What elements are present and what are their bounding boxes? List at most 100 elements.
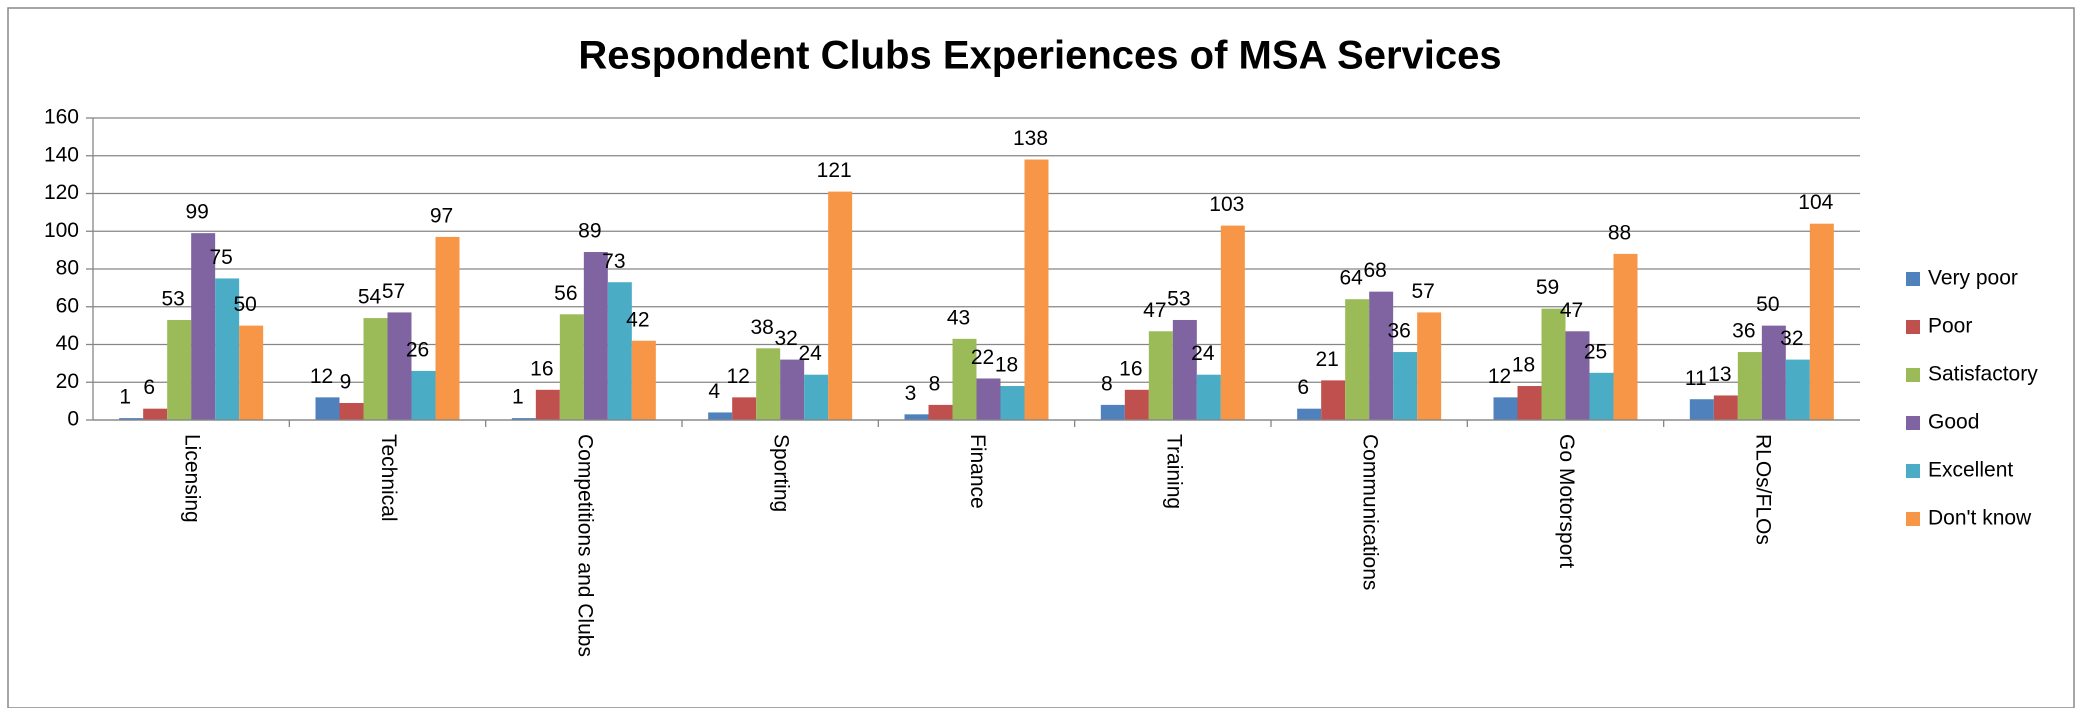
bar (1785, 359, 1810, 420)
data-label: 12 (1488, 365, 1511, 388)
bar (1809, 223, 1834, 420)
chart-title: Respondent Clubs Experiences of MSA Serv… (578, 34, 1501, 78)
data-label: 56 (554, 282, 577, 305)
bar (928, 404, 953, 420)
bar (780, 359, 805, 420)
bar (1024, 159, 1049, 420)
x-tick-label: Sporting (770, 434, 793, 512)
data-label: 138 (1013, 127, 1048, 150)
bar (1713, 395, 1738, 420)
bar (559, 314, 584, 420)
bar (167, 319, 192, 420)
data-label: 53 (1167, 288, 1190, 311)
data-label: 50 (1756, 293, 1779, 316)
bar (1613, 253, 1638, 420)
bar (756, 348, 781, 420)
data-label: 13 (1708, 363, 1731, 386)
data-label: 1 (512, 386, 524, 409)
y-tick-label: 40 (56, 332, 79, 355)
bar (119, 418, 144, 420)
bar (1417, 312, 1442, 420)
bar (1196, 374, 1221, 420)
x-tick-label: Competitions and Clubs (573, 434, 596, 657)
bar (631, 340, 656, 420)
data-label: 8 (929, 372, 941, 395)
legend-label: Don't know (1928, 507, 2032, 530)
bar (1565, 331, 1590, 420)
data-label: 36 (1387, 320, 1410, 343)
bar (804, 374, 829, 420)
bar (1369, 291, 1394, 420)
x-tick-label: Licensing (181, 434, 204, 523)
data-label: 68 (1363, 259, 1386, 282)
legend-swatch (1906, 416, 1920, 430)
bar (1541, 308, 1566, 420)
legend-label: Very poor (1928, 267, 2018, 290)
bar (1220, 225, 1245, 420)
x-tick-label: RLOs/FLOs (1751, 434, 1774, 545)
data-label: 24 (798, 342, 822, 365)
legend-label: Good (1928, 411, 1979, 434)
data-label: 38 (750, 316, 773, 339)
data-label: 16 (530, 357, 553, 380)
bar (143, 408, 168, 420)
data-label: 36 (1732, 320, 1755, 343)
y-tick-label: 60 (56, 294, 79, 317)
bar (607, 282, 632, 420)
data-label: 32 (774, 327, 797, 350)
data-label: 53 (161, 288, 184, 311)
legend-label: Excellent (1928, 459, 2013, 482)
bar (828, 191, 853, 420)
legend-label: Poor (1928, 315, 1972, 338)
data-label: 42 (626, 308, 649, 331)
x-tick-label: Finance (966, 434, 989, 509)
data-label: 12 (310, 365, 333, 388)
y-tick-label: 20 (56, 370, 79, 393)
data-label: 11 (1685, 367, 1707, 390)
legend-swatch (1906, 320, 1920, 334)
data-label: 3 (905, 382, 917, 405)
data-label: 18 (995, 354, 1018, 377)
data-label: 54 (358, 286, 382, 309)
bar (1124, 389, 1149, 420)
bar (215, 278, 240, 420)
data-label: 21 (1315, 348, 1338, 371)
data-label: 6 (1297, 376, 1309, 399)
bar (1000, 386, 1025, 420)
legend-swatch (1906, 272, 1920, 286)
y-tick-label: 80 (56, 257, 79, 280)
data-label: 26 (406, 338, 429, 361)
bar (411, 370, 436, 420)
bar (583, 252, 608, 420)
y-tick-label: 120 (44, 181, 79, 204)
bar (1589, 372, 1614, 420)
bar (1148, 331, 1173, 420)
bar (1297, 408, 1322, 420)
bar (511, 418, 536, 420)
data-label: 121 (817, 159, 852, 182)
bar (732, 397, 757, 420)
bar (1100, 404, 1125, 420)
legend-swatch (1906, 512, 1920, 526)
data-label: 9 (340, 371, 352, 394)
bar (1761, 325, 1786, 420)
data-label: 47 (1143, 299, 1166, 322)
data-label: 57 (382, 280, 405, 303)
data-label: 97 (430, 204, 453, 227)
data-label: 24 (1191, 342, 1215, 365)
bar (1689, 399, 1714, 420)
data-label: 99 (185, 201, 208, 224)
data-label: 22 (971, 346, 994, 369)
y-tick-label: 160 (44, 106, 79, 129)
bar (435, 236, 460, 420)
bar (387, 312, 412, 420)
legend-swatch (1906, 464, 1920, 478)
bar (191, 233, 216, 420)
legend-label: Satisfactory (1928, 363, 2038, 386)
data-label: 64 (1339, 267, 1363, 290)
data-label: 73 (602, 250, 625, 273)
legend-swatch (1906, 368, 1920, 382)
bar (708, 412, 733, 420)
bar (363, 318, 388, 420)
